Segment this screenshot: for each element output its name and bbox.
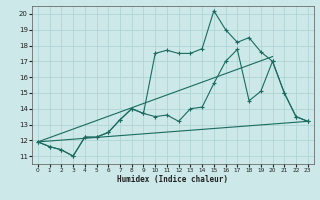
X-axis label: Humidex (Indice chaleur): Humidex (Indice chaleur) [117, 175, 228, 184]
